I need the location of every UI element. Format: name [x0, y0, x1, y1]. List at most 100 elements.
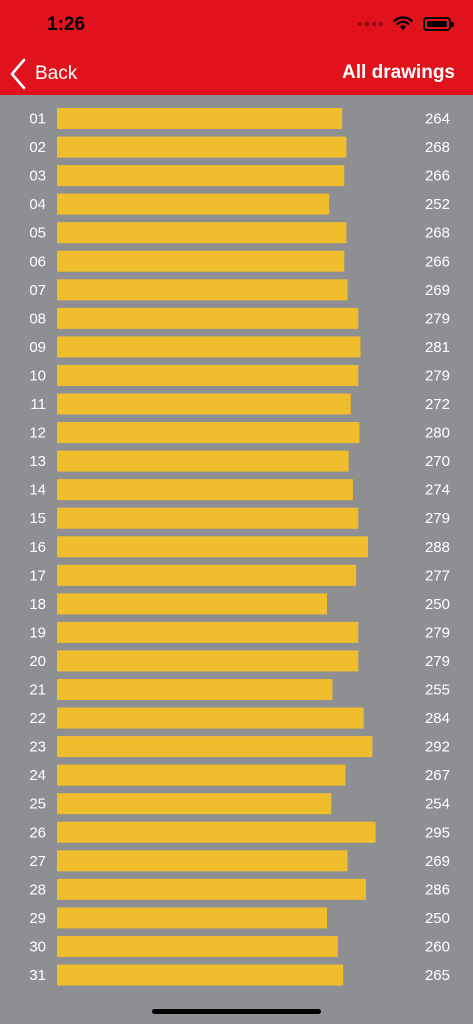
value-label: 279 [425, 624, 450, 641]
value-label: 265 [425, 967, 450, 984]
value-label: 255 [425, 682, 450, 699]
bar [57, 422, 360, 444]
value-label: 270 [425, 453, 450, 470]
value-label: 277 [425, 567, 450, 584]
status-icons [358, 16, 454, 31]
value-label: 268 [425, 225, 450, 242]
value-label: 295 [425, 824, 450, 841]
value-label: 267 [425, 767, 450, 784]
category-label: 31 [29, 967, 46, 984]
category-label: 16 [29, 539, 46, 556]
value-label: 292 [425, 739, 450, 756]
bar [57, 907, 327, 929]
value-label: 264 [425, 111, 450, 128]
category-label: 26 [29, 824, 46, 841]
bar [57, 821, 376, 843]
bar [57, 108, 343, 129]
category-label: 08 [29, 310, 46, 327]
bar [57, 793, 332, 815]
category-label: 28 [29, 881, 46, 898]
value-label: 274 [425, 482, 450, 499]
category-label: 09 [29, 339, 46, 356]
category-label: 22 [29, 710, 46, 727]
bar [57, 364, 359, 386]
bar [57, 450, 349, 472]
value-label: 279 [425, 653, 450, 670]
category-label: 13 [29, 453, 46, 470]
value-label: 250 [425, 596, 450, 613]
category-label: 01 [29, 111, 46, 128]
bar [57, 165, 345, 187]
battery-icon [423, 16, 454, 31]
value-label: 268 [425, 139, 450, 156]
navigation-bar: 1:26 Back All drawings [0, 0, 473, 95]
category-label: 12 [29, 425, 46, 442]
bar [57, 736, 373, 758]
bar [57, 336, 361, 358]
category-label: 03 [29, 168, 46, 185]
bar [57, 250, 345, 272]
category-label: 07 [29, 282, 46, 299]
value-label: 266 [425, 253, 450, 270]
bar [57, 193, 330, 215]
cellular-signal-icon [358, 21, 383, 26]
category-label: 15 [29, 510, 46, 527]
bar [57, 650, 359, 672]
wifi-icon [393, 16, 413, 30]
bar [57, 393, 351, 415]
home-indicator [152, 1009, 321, 1014]
category-label: 25 [29, 796, 46, 813]
bar [57, 964, 344, 986]
value-label: 260 [425, 938, 450, 955]
value-label: 284 [425, 710, 450, 727]
category-label: 27 [29, 853, 46, 870]
value-label: 286 [425, 881, 450, 898]
bar [57, 764, 346, 786]
value-label: 269 [425, 282, 450, 299]
bar [57, 878, 366, 900]
back-label: Back [35, 63, 78, 84]
bar [57, 536, 369, 558]
status-time: 1:26 [47, 14, 86, 35]
bar [57, 279, 348, 301]
category-label: 23 [29, 739, 46, 756]
bar [57, 621, 359, 643]
value-label: 254 [425, 796, 450, 813]
value-label: 250 [425, 910, 450, 927]
value-label: 279 [425, 510, 450, 527]
value-label: 279 [425, 310, 450, 327]
value-label: 269 [425, 853, 450, 870]
bar [57, 307, 359, 329]
bar [57, 507, 359, 529]
bar [57, 935, 338, 957]
bar [57, 679, 333, 700]
chevron-left-icon [10, 58, 26, 90]
category-label: 21 [29, 682, 46, 699]
page-title: All drawings [342, 62, 455, 83]
category-label: 18 [29, 596, 46, 613]
value-label: 288 [425, 539, 450, 556]
back-button[interactable]: Back [8, 58, 77, 90]
value-label: 281 [425, 339, 450, 356]
bar [57, 222, 347, 244]
bar [57, 850, 348, 872]
category-label: 11 [30, 396, 46, 413]
category-label: 17 [29, 567, 46, 584]
value-label: 272 [425, 396, 450, 413]
bar [57, 564, 357, 586]
drawings-bar-chart: 01 264 02 268 03 266 04 252 05 268 06 266 07 269 08 279… [29, 108, 450, 986]
category-label: 04 [29, 196, 46, 213]
category-label: 10 [29, 367, 46, 384]
bar [57, 136, 347, 158]
bar [57, 707, 364, 729]
category-label: 05 [29, 225, 46, 242]
category-label: 29 [29, 910, 46, 927]
category-label: 02 [29, 139, 46, 156]
category-label: 20 [29, 653, 46, 670]
category-label: 24 [29, 767, 46, 784]
category-label: 30 [29, 938, 46, 955]
bar [57, 593, 327, 615]
category-label: 19 [29, 624, 46, 641]
category-label: 06 [29, 253, 46, 270]
value-label: 252 [425, 196, 450, 213]
